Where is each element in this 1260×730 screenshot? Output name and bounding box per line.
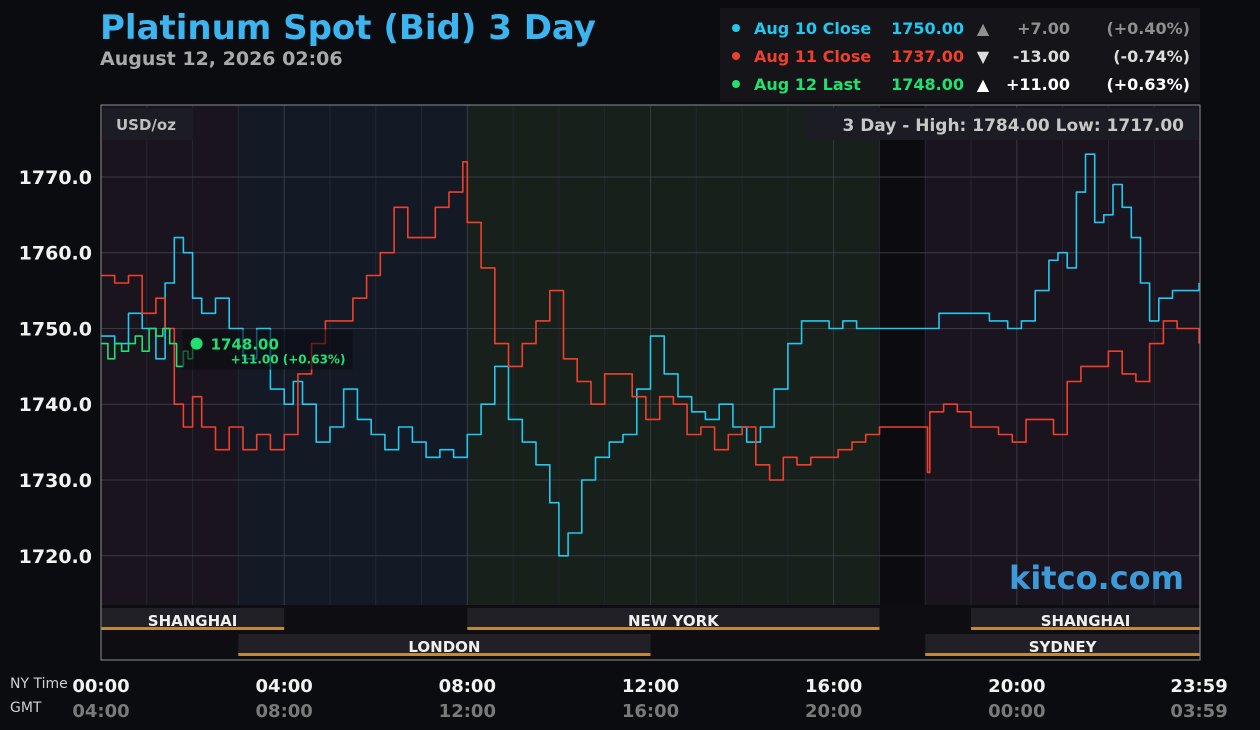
current-price-label-bg bbox=[182, 329, 353, 370]
unit-label: USD/oz bbox=[116, 116, 176, 134]
legend-marker bbox=[732, 80, 740, 88]
y-tick-label: 1730.0 bbox=[19, 470, 92, 492]
x-tick-ny: 23:59 bbox=[1170, 676, 1227, 697]
x-tick-gmt: 20:00 bbox=[805, 701, 862, 722]
closed-band bbox=[879, 105, 926, 605]
session-bar-line bbox=[925, 653, 1200, 656]
x-tick-ny: 20:00 bbox=[988, 676, 1045, 697]
series-line-aug-11-close bbox=[101, 161, 1200, 481]
legend-panel: Aug 10 Close 1750.00 ▲ +7.00 (+0.40%) Aug 11 … bbox=[720, 8, 1200, 102]
chart-timestamp: August 12, 2026 02:06 bbox=[100, 48, 343, 70]
legend-arrow: ▲ bbox=[977, 75, 990, 94]
legend-pct: (+0.40%) bbox=[1106, 19, 1190, 38]
session-bar-bg bbox=[101, 608, 285, 630]
watermark: kitco.com bbox=[1009, 559, 1184, 597]
session-bar-bg bbox=[971, 608, 1200, 630]
x-tick-ny: 04:00 bbox=[256, 676, 313, 697]
current-price-change: +11.00 (+0.63%) bbox=[231, 353, 346, 367]
session-label: LONDON bbox=[408, 638, 480, 656]
legend-change: +11.00 bbox=[1006, 75, 1070, 94]
session-label: SHANGHAI bbox=[148, 612, 238, 630]
y-tick-label: 1720.0 bbox=[19, 546, 92, 568]
legend-label: Aug 12 Last bbox=[754, 75, 861, 94]
legend-pct: (-0.74%) bbox=[1113, 47, 1190, 66]
legend-label: Aug 10 Close bbox=[754, 19, 871, 38]
current-price-dot bbox=[190, 337, 203, 350]
legend-price: 1737.00 bbox=[891, 47, 964, 66]
x-tick-gmt: 03:59 bbox=[1170, 701, 1227, 722]
y-tick-label: 1740.0 bbox=[19, 394, 92, 416]
legend-arrow: ▲ bbox=[977, 19, 990, 38]
x-tick-ny: 16:00 bbox=[805, 676, 862, 697]
y-tick-label: 1770.0 bbox=[19, 167, 92, 189]
legend-label: Aug 11 Close bbox=[754, 47, 871, 66]
current-price-value: 1748.00 bbox=[211, 336, 279, 354]
plot-border bbox=[100, 104, 1201, 661]
range-info: 3 Day - High: 1784.00 Low: 1717.00 bbox=[842, 116, 1184, 136]
y-tick-label: 1750.0 bbox=[19, 318, 92, 340]
session-bar-bg bbox=[925, 634, 1200, 656]
y-tick-label: 1760.0 bbox=[19, 243, 92, 265]
session-bar-line bbox=[971, 627, 1200, 630]
session-label: SHANGHAI bbox=[1041, 612, 1131, 630]
legend-change: -13.00 bbox=[1013, 47, 1070, 66]
x-tick-ny: 00:00 bbox=[72, 676, 129, 697]
session-label: NEW YORK bbox=[628, 612, 720, 630]
session-bar-bg bbox=[238, 634, 651, 656]
x-tick-gmt: 00:00 bbox=[988, 701, 1045, 722]
legend-change: +7.00 bbox=[1017, 19, 1070, 38]
x-tick-gmt: 12:00 bbox=[439, 701, 496, 722]
legend-pct: (+0.63%) bbox=[1106, 75, 1190, 94]
x-tick-ny: 12:00 bbox=[622, 676, 679, 697]
legend-marker bbox=[732, 52, 740, 60]
session-label: SYDNEY bbox=[1029, 638, 1098, 656]
session-bar-line bbox=[238, 653, 651, 656]
legend-price: 1748.00 bbox=[891, 75, 964, 94]
x-tick-ny: 08:00 bbox=[439, 676, 496, 697]
series-line-aug-10-close bbox=[101, 153, 1200, 557]
session-bar-bg bbox=[467, 608, 880, 630]
chart-title: Platinum Spot (Bid) 3 Day bbox=[100, 8, 596, 48]
x-tick-gmt: 08:00 bbox=[256, 701, 313, 722]
x-tick-gmt: 04:00 bbox=[72, 701, 129, 722]
newyork-session-band bbox=[467, 105, 880, 605]
session-bar-line bbox=[101, 627, 285, 630]
unit-label-bg bbox=[103, 108, 193, 140]
legend-price: 1750.00 bbox=[891, 19, 964, 38]
session-bar-line bbox=[467, 627, 880, 630]
x-tick-gmt: 16:00 bbox=[622, 701, 679, 722]
legend-arrow: ▼ bbox=[977, 47, 990, 66]
ny-time-label: NY Time bbox=[10, 676, 68, 692]
legend-svg: Aug 10 Close 1750.00 ▲ +7.00 (+0.40%) Aug 11 … bbox=[732, 19, 1190, 94]
range-info-bg bbox=[806, 108, 1198, 140]
legend-marker bbox=[732, 24, 740, 32]
gmt-label: GMT bbox=[10, 700, 42, 716]
